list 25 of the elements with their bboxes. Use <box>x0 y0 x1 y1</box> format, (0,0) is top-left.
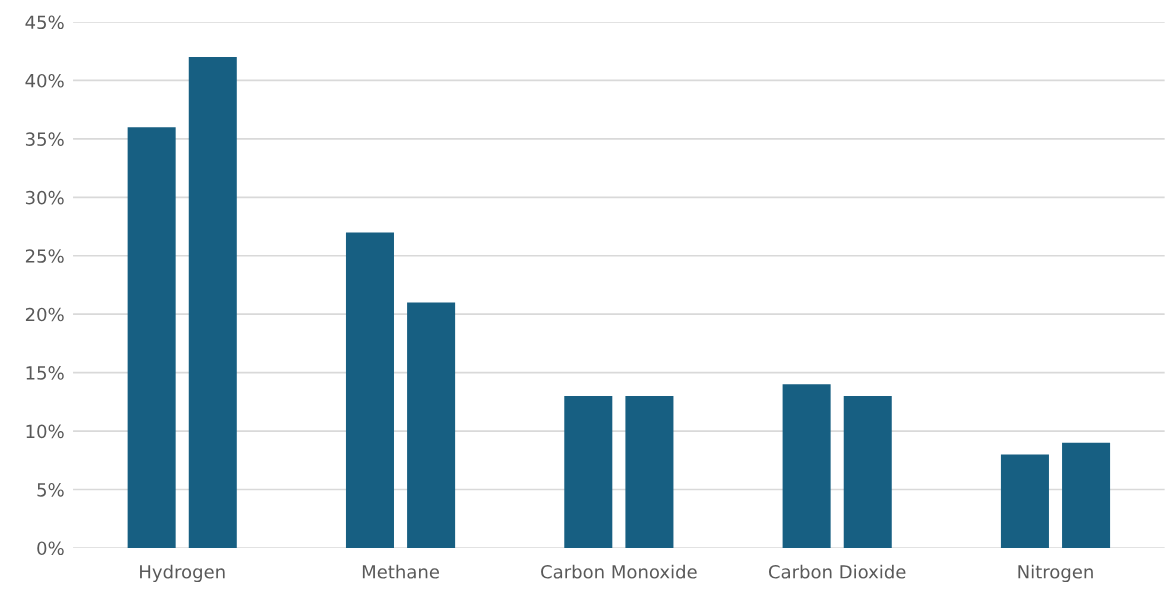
bar <box>127 127 176 548</box>
bar <box>407 302 456 548</box>
bar <box>345 232 394 548</box>
y-tick-label: 40% <box>25 73 64 88</box>
x-tick-label: Hydrogen <box>140 564 225 583</box>
bar <box>625 396 674 548</box>
y-tick-label: 45% <box>25 15 64 30</box>
x-tick-label: Nitrogen <box>1018 564 1093 583</box>
bar <box>782 384 831 548</box>
bar <box>1062 442 1111 548</box>
bar <box>1000 454 1049 548</box>
y-tick-label: 10% <box>26 424 64 439</box>
y-tick-label: 0% <box>37 541 64 556</box>
x-tick-label: Carbon Monoxide <box>541 564 697 579</box>
bar <box>188 57 237 548</box>
y-tick-label: 5% <box>37 482 64 497</box>
y-tick-label: 35% <box>25 132 64 146</box>
bar <box>564 396 613 548</box>
y-tick-label: 25% <box>25 249 64 263</box>
y-tick-label: 15% <box>26 366 64 380</box>
y-tick-label: 30% <box>25 190 64 205</box>
x-tick-label: Methane <box>362 564 439 579</box>
bar <box>843 396 892 548</box>
y-tick-label: 20% <box>25 307 64 322</box>
x-tick-label: Carbon Dioxide <box>768 564 906 579</box>
